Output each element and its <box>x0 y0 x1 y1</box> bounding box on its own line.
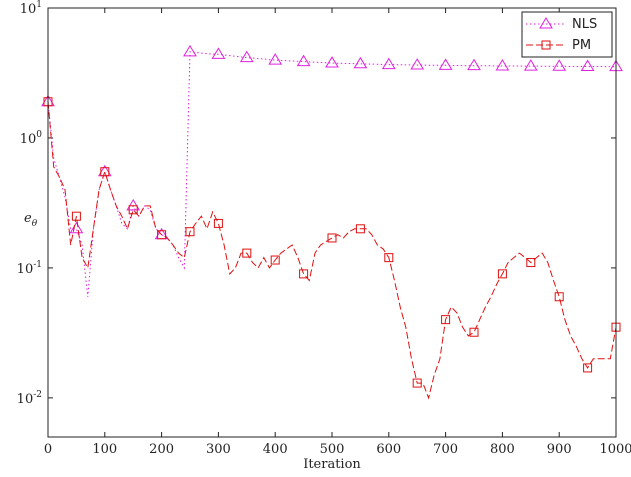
series-line <box>47 101 617 400</box>
marker <box>242 248 252 258</box>
marker <box>410 58 425 70</box>
y-tick-label: 10-1 <box>17 260 42 277</box>
x-tick-label: 1000 <box>599 442 631 457</box>
marker <box>526 258 536 268</box>
marker <box>126 198 141 211</box>
marker <box>441 315 451 325</box>
y-tick-label: 10-2 <box>17 390 42 407</box>
y-tick-label: 101 <box>20 0 42 17</box>
marker <box>296 54 311 67</box>
x-tick-label: 800 <box>490 442 515 457</box>
marker <box>469 327 479 337</box>
marker <box>523 59 538 71</box>
marker <box>412 378 422 388</box>
legend-label: NLS <box>572 17 597 32</box>
x-tick-label: 500 <box>320 442 345 457</box>
marker <box>211 47 226 59</box>
legend-marker <box>539 17 553 29</box>
marker <box>552 59 567 71</box>
legend-label: PM <box>572 38 591 53</box>
y-tick-label: 100 <box>20 130 43 147</box>
marker <box>495 59 510 71</box>
x-tick-label: 700 <box>433 442 458 457</box>
legend-marker <box>541 40 551 50</box>
x-tick-label: 200 <box>149 442 174 457</box>
marker <box>128 205 138 215</box>
marker <box>353 56 368 69</box>
x-tick-label: 400 <box>263 442 288 457</box>
marker <box>355 224 365 234</box>
x-tick-label: 300 <box>206 442 231 457</box>
marker <box>71 211 81 221</box>
x-tick-label: 0 <box>44 442 52 457</box>
x-tick-label: 600 <box>376 442 401 457</box>
marker <box>239 50 254 63</box>
marker <box>327 233 337 243</box>
marker <box>580 59 595 71</box>
marker <box>438 58 453 70</box>
marker <box>583 363 593 373</box>
marker <box>497 269 507 279</box>
marker <box>325 56 339 68</box>
marker <box>384 253 394 263</box>
marker <box>69 221 84 234</box>
x-tick-label: 900 <box>547 442 572 457</box>
marker <box>268 53 283 65</box>
marker <box>213 218 223 228</box>
marker <box>100 167 110 177</box>
marker <box>185 227 195 237</box>
marker <box>381 57 396 70</box>
marker <box>554 292 564 302</box>
marker <box>270 255 280 265</box>
legend-box <box>521 11 613 58</box>
x-axis-label: Iteration <box>303 457 361 472</box>
marker <box>157 230 167 240</box>
marker <box>183 44 197 57</box>
plot-frame <box>47 7 617 438</box>
marker <box>467 58 481 71</box>
marker <box>299 269 309 279</box>
x-tick-label: 100 <box>92 442 117 457</box>
y-axis-label: eθ <box>24 211 38 229</box>
